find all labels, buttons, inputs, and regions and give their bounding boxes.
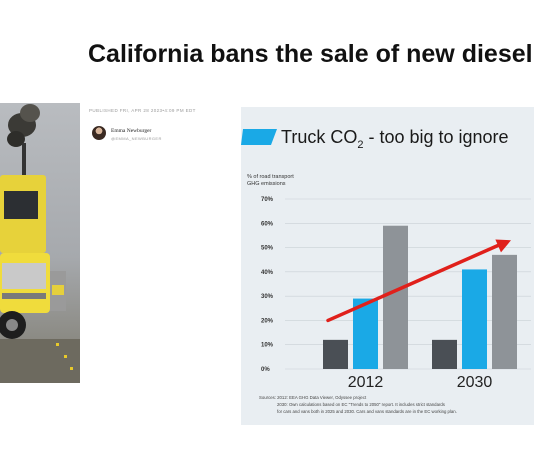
bar-2030-3 [492, 254, 517, 369]
bar-2012-1 [323, 339, 348, 369]
y-tick-label: 20% [261, 318, 274, 324]
y-tick-label: 40% [261, 270, 274, 276]
truck-illustration [0, 104, 80, 383]
chart-card: Truck CO2 - too big to ignore % of road … [241, 107, 534, 425]
sources-line-2: 2030: Own calculations based on EC "Tren… [277, 402, 445, 407]
sources-line-3: for cars and vans both in 2025 and 2030.… [277, 409, 457, 414]
author-name[interactable]: Emma Newburger [111, 128, 152, 134]
trend-arrow-line [326, 241, 505, 323]
author-handle[interactable]: @EMMA_NEWBURGER [111, 136, 162, 141]
y-tick-label: 70% [261, 197, 274, 203]
title-accent-shape [241, 129, 277, 145]
x-category-label: 2012 [348, 374, 384, 391]
article-headline: California bans the sale of new diesel t… [88, 40, 534, 68]
chart-title: Truck CO2 - too big to ignore [281, 127, 509, 151]
x-category-label: 2030 [457, 374, 493, 391]
trend-arrow-head [495, 239, 511, 253]
published-date: PUBLISHED FRI, APR 28 2023•4:09 PM EDT [89, 108, 196, 113]
sources-line-1: Sources: 2012: EEA GHG Data Viewer, Odys… [259, 395, 367, 400]
y-tick-label: 0% [261, 367, 270, 373]
ylabel-line-1: % of road transport [247, 174, 294, 180]
y-tick-label: 50% [261, 246, 274, 252]
bar-2030-1 [432, 339, 457, 369]
bar-2030-2 [462, 269, 487, 369]
chart-title-subscript: 2 [357, 139, 363, 151]
chart-title-part-2: - too big to ignore [363, 127, 508, 147]
emissions-chart: Truck CO2 - too big to ignore % of road … [241, 127, 531, 414]
bar-2012-3 [383, 225, 408, 369]
chart-title-part-1: Truck CO [281, 127, 357, 147]
author-avatar[interactable] [92, 126, 106, 140]
bar-2012-2 [353, 298, 378, 369]
y-tick-label: 10% [261, 343, 274, 349]
truck-photo [0, 103, 80, 383]
y-tick-label: 30% [261, 294, 274, 300]
ylabel-line-2: GHG emissions [247, 181, 286, 187]
y-tick-label: 60% [261, 221, 274, 227]
